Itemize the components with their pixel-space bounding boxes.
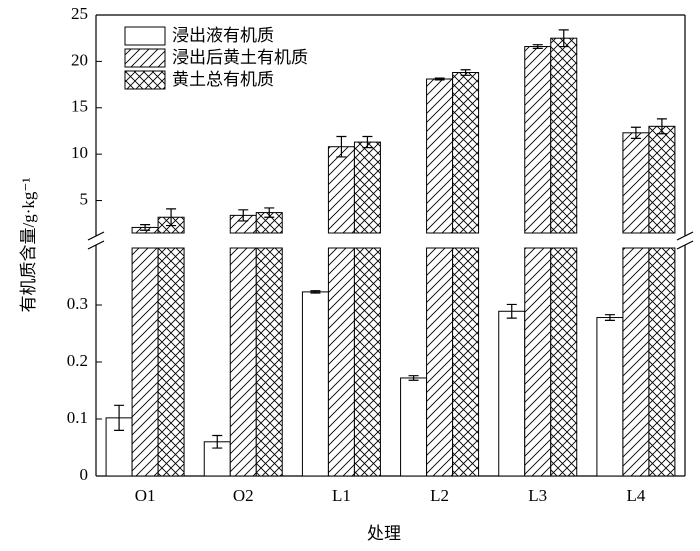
error-bar bbox=[166, 208, 177, 227]
bar bbox=[550, 247, 578, 477]
x-tick-label: O1 bbox=[135, 486, 156, 505]
bar bbox=[301, 291, 329, 477]
bar bbox=[131, 247, 159, 477]
bar bbox=[426, 78, 454, 234]
legend-swatch bbox=[124, 26, 166, 46]
error-bar bbox=[506, 303, 517, 319]
x-tick-label: O2 bbox=[233, 486, 254, 505]
error-bar bbox=[434, 77, 445, 81]
error-bar bbox=[264, 207, 275, 218]
bar bbox=[648, 247, 676, 477]
bar bbox=[550, 37, 578, 234]
bar bbox=[353, 141, 381, 234]
error-bar bbox=[604, 314, 615, 321]
bar bbox=[255, 247, 283, 477]
y-tick-label: 0.1 bbox=[67, 408, 88, 427]
bar bbox=[327, 146, 355, 234]
x-tick-label: L1 bbox=[332, 486, 351, 505]
bar bbox=[498, 310, 526, 477]
error-bar bbox=[114, 404, 125, 431]
error-bar bbox=[656, 118, 667, 135]
legend-swatch bbox=[124, 70, 166, 90]
y-axis-label: 有机质含量/g·kg⁻¹ bbox=[19, 178, 38, 313]
legend-swatch bbox=[124, 48, 166, 68]
error-bar bbox=[362, 135, 373, 149]
bar bbox=[524, 46, 552, 234]
error-bar bbox=[238, 209, 249, 222]
error-bar bbox=[408, 375, 419, 381]
bar bbox=[648, 125, 676, 234]
error-bar bbox=[140, 224, 151, 231]
x-tick-label: L2 bbox=[430, 486, 449, 505]
bar bbox=[426, 247, 454, 477]
y-tick-label: 25 bbox=[71, 4, 88, 23]
error-bar bbox=[310, 290, 321, 294]
legend-label: 浸出后黄土有机质 bbox=[172, 48, 308, 67]
error-bar bbox=[630, 126, 641, 139]
y-tick-label: 15 bbox=[71, 97, 88, 116]
error-bar bbox=[212, 434, 223, 449]
bar bbox=[452, 72, 480, 234]
y-tick-label: 10 bbox=[71, 143, 88, 162]
axes-frame bbox=[87, 14, 694, 477]
error-bar bbox=[460, 69, 471, 76]
bar bbox=[622, 247, 650, 477]
error-bar bbox=[558, 29, 569, 48]
error-bar bbox=[532, 44, 543, 49]
x-tick-label: L4 bbox=[626, 486, 645, 505]
y-tick-label: 0.2 bbox=[67, 351, 88, 370]
y-tick-label: 20 bbox=[71, 50, 88, 69]
y-tick-label: 5 bbox=[80, 189, 89, 208]
legend-label: 黄土总有机质 bbox=[172, 70, 274, 89]
legend-label: 浸出液有机质 bbox=[172, 26, 274, 45]
bar bbox=[157, 247, 185, 477]
x-tick-label: L3 bbox=[528, 486, 547, 505]
bar bbox=[524, 247, 552, 477]
y-tick-label: 0.3 bbox=[67, 294, 88, 313]
bar bbox=[596, 317, 624, 477]
bar bbox=[327, 247, 355, 477]
bar bbox=[229, 247, 257, 477]
bar bbox=[452, 247, 480, 477]
bar bbox=[353, 247, 381, 477]
error-bar bbox=[336, 135, 347, 158]
bar bbox=[622, 132, 650, 234]
y-tick-label: 0 bbox=[80, 465, 89, 484]
bar bbox=[400, 377, 428, 477]
x-axis-label: 处理 bbox=[367, 524, 401, 543]
